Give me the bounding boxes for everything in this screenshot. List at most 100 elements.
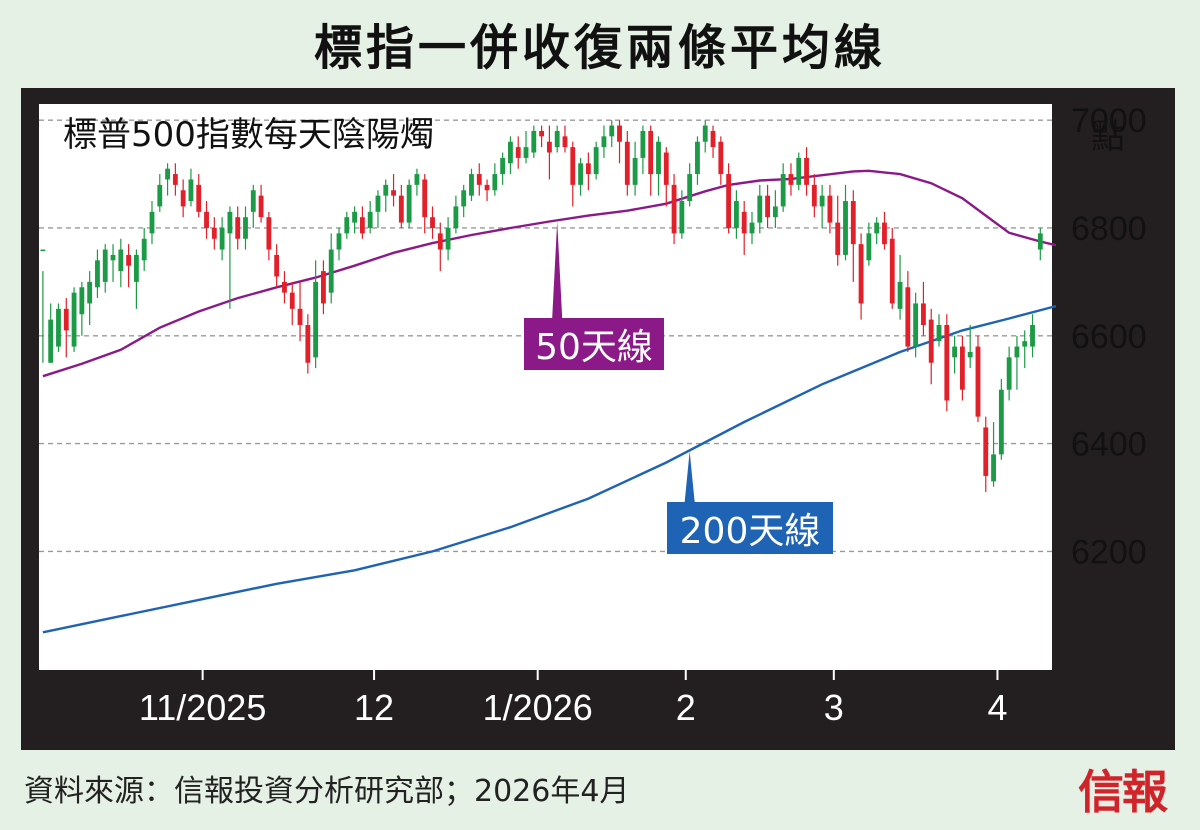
candle <box>289 281 295 326</box>
candle-body <box>406 184 412 223</box>
candle <box>118 238 124 288</box>
candle-body <box>508 141 513 164</box>
candle-body <box>523 147 529 158</box>
candle-body <box>780 174 786 207</box>
candle <box>48 303 54 363</box>
y-axis-unit: 點 <box>1091 117 1125 157</box>
candle <box>149 201 155 245</box>
candle <box>1014 335 1020 390</box>
candle <box>40 249 46 363</box>
candle <box>757 184 763 234</box>
candle <box>687 163 693 207</box>
candle <box>765 184 770 228</box>
candle-body <box>819 195 825 207</box>
candle-body <box>640 130 646 158</box>
candle <box>874 217 880 245</box>
candle-body <box>180 190 186 207</box>
candle-body <box>648 130 654 175</box>
candle <box>102 244 108 293</box>
candle <box>772 190 778 228</box>
candle <box>578 157 583 196</box>
candle <box>126 244 132 288</box>
candle-body <box>1014 346 1020 358</box>
y-tick-label: 7000 <box>1071 102 1147 140</box>
candle-body <box>95 260 100 288</box>
candle <box>967 325 973 369</box>
candle <box>282 271 287 304</box>
candle <box>469 168 474 202</box>
candle-body <box>56 308 61 347</box>
candle-body <box>757 195 763 223</box>
candle <box>321 260 326 315</box>
candle-body <box>476 174 482 185</box>
candle <box>835 195 841 266</box>
ma50-label-box <box>524 318 664 370</box>
ma200-label-box <box>667 502 833 554</box>
candle <box>219 217 225 261</box>
candle-body <box>211 227 217 239</box>
candle-body <box>850 201 856 245</box>
candle-body <box>1037 233 1043 250</box>
candle-body <box>749 222 755 234</box>
candle-body <box>952 346 958 358</box>
candle-body <box>718 141 724 175</box>
candle-body <box>414 174 420 185</box>
candle <box>889 227 895 309</box>
candle <box>313 260 319 369</box>
candle <box>562 125 568 153</box>
candle <box>95 249 100 299</box>
candle-body <box>63 308 69 331</box>
candle <box>850 190 856 282</box>
candle <box>539 125 545 148</box>
candle-body <box>243 217 248 239</box>
candle-body <box>344 217 350 234</box>
candle-body <box>367 211 373 228</box>
candle <box>702 120 708 153</box>
candle <box>422 174 428 234</box>
y-tick-label: 6200 <box>1071 533 1147 571</box>
ma50-line <box>42 169 1057 378</box>
candle-body <box>336 233 342 250</box>
chart-subtitle: 標普500指數每天陰陽燭 <box>63 115 434 155</box>
candle <box>1037 227 1043 261</box>
candle-body <box>359 217 365 234</box>
source-note: 資料來源：信報投資分析研究部；2026年4月 <box>24 774 630 809</box>
candle-body <box>593 147 599 175</box>
candle <box>991 422 996 487</box>
candle-body <box>928 319 934 363</box>
ma200-series <box>42 304 1057 634</box>
candle <box>227 206 233 309</box>
candle-body <box>196 184 202 212</box>
candle <box>266 211 272 261</box>
candle <box>180 179 186 218</box>
candle <box>959 335 965 401</box>
candle <box>733 190 739 239</box>
candle <box>344 211 350 239</box>
candle-body <box>250 190 256 212</box>
candle-body <box>897 281 903 309</box>
candle-body <box>87 281 93 304</box>
y-tick-label: 6800 <box>1071 210 1147 248</box>
candle-body <box>469 174 474 196</box>
candle-body <box>695 141 700 175</box>
candle-body <box>617 125 622 142</box>
chart-frame: 6200 6400 6600 6800 7000 11/2025 12 1/2026 2 3 4 … <box>21 88 1175 750</box>
candle <box>866 222 872 266</box>
candle-body <box>889 238 895 304</box>
candle <box>243 206 248 250</box>
candle <box>133 249 139 309</box>
candle <box>921 281 926 336</box>
candle-body <box>811 184 817 207</box>
candle <box>391 174 396 207</box>
candle <box>87 271 93 326</box>
candle <box>975 335 981 423</box>
candle-body <box>204 211 209 228</box>
ma200-label-text: 200天線 <box>680 511 821 552</box>
candle <box>188 168 194 207</box>
candle-body <box>1006 357 1012 390</box>
candle-body <box>827 195 833 223</box>
candle-body <box>79 287 85 315</box>
candle-body <box>998 389 1004 455</box>
candle-body <box>437 233 443 250</box>
candle-body <box>562 136 568 148</box>
